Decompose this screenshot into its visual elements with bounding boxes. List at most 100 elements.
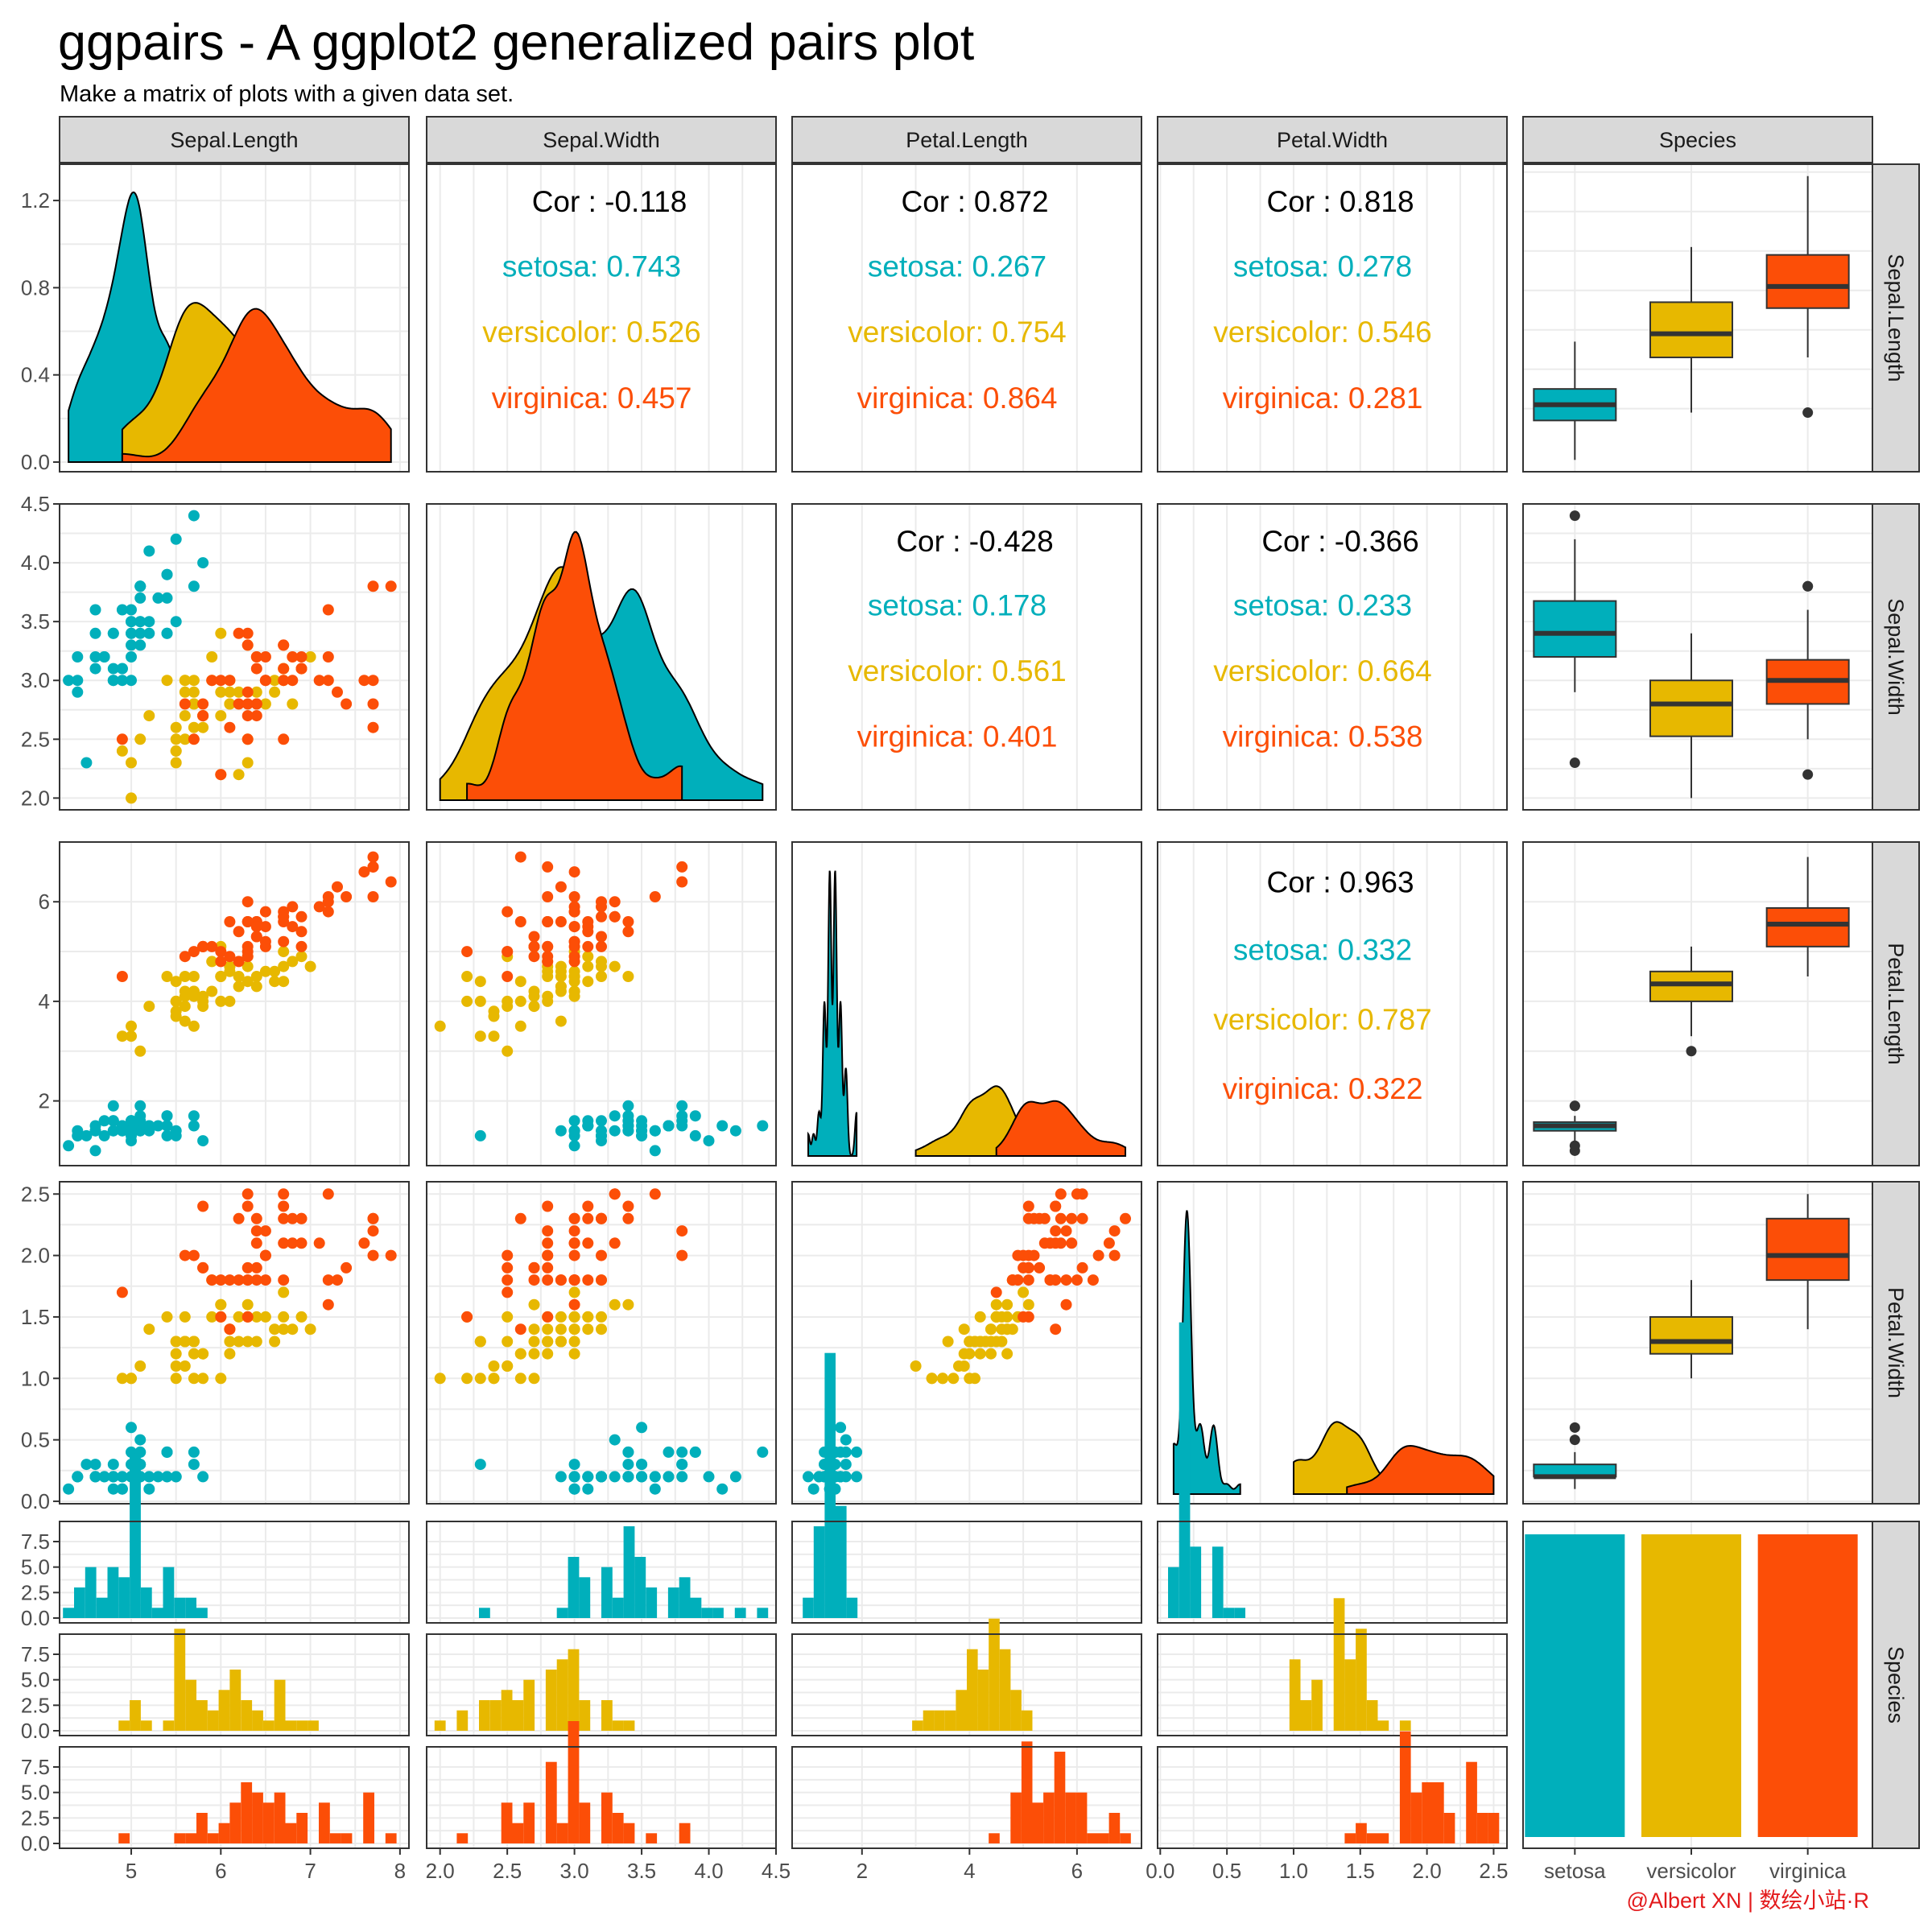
scatter-point [98,1115,110,1127]
hist-bar-versicolor [1021,1710,1033,1731]
panel-matrix: Sepal.Length Sepal.Width Petal.Length Petal… [21,116,1920,1883]
scatter-point [568,1237,580,1249]
scatter-point [215,1311,227,1323]
scatter-point [596,1212,607,1224]
hist-bar-versicolor [501,1690,513,1731]
scatter-point [322,1274,334,1286]
hist-bar-virginica [1476,1813,1488,1843]
scatter-point [215,686,227,698]
scatter-point [1038,1237,1051,1249]
scatter-point [188,990,200,1002]
scatter-point [322,896,334,908]
x-tick-label: 4.5 [762,1859,791,1883]
scatter-point [143,627,155,639]
scatter-point [242,639,254,651]
scatter-point [332,1274,343,1286]
scatter-point [250,710,262,722]
x-tick-label: 7 [304,1859,316,1883]
scatter-point [622,926,634,938]
scatter-point [107,627,119,639]
scatter-point [542,990,554,1002]
x-tick-label-species: virginica [1769,1859,1847,1883]
scatter-point [72,675,84,687]
hist-subpanel-background [1158,1634,1507,1736]
hist-bar-versicolor [568,1649,580,1731]
scatter-point [278,976,290,988]
scatter-point [622,1212,634,1224]
scatter-point [990,1311,1002,1323]
hist-bar-virginica [1043,1792,1055,1843]
scatter-point [703,1471,715,1483]
hist-bar-setosa [1179,1322,1191,1618]
scatter-point [89,1459,101,1471]
scatter-point [233,1335,245,1348]
scatter-point [259,921,271,933]
scatter-point [278,1188,290,1200]
scatter-point [514,976,526,988]
scatter-point [304,960,316,972]
scatter-point [116,745,128,757]
scatter-point [1022,1274,1034,1286]
panel-border [1157,1746,1508,1849]
hist-bar-setosa [556,1608,568,1618]
scatter-point [215,1274,227,1286]
scatter-point [1050,1323,1062,1335]
hist-bar-versicolor [1356,1629,1367,1731]
scatter-point [269,965,281,977]
x-tick-label: 4 [964,1859,975,1883]
correlation-setosa: setosa: 0.278 [1233,250,1412,283]
hist-bar-virginica [274,1792,286,1843]
scatter-point [937,1373,948,1385]
scatter-point [542,891,554,902]
scatter-point [179,1335,191,1348]
scatter-point [1076,1188,1088,1200]
scatter-point [636,1422,648,1434]
scatter-point [295,940,308,952]
scatter-point [622,1459,634,1471]
scatter-point [179,1001,191,1013]
overall-correlation: Cor : 0.872 [901,185,1048,218]
scatter-point [582,1212,594,1224]
scatter-point [514,851,526,863]
hist-bar-versicolor [489,1700,502,1731]
scatter-point [461,946,473,958]
density-area-setosa [807,870,858,1157]
correlation-virginica: virginica: 0.281 [1223,382,1423,415]
row-strip-label: Petal.Width [1884,1287,1908,1398]
scatter-point [233,686,245,698]
panel-background [1523,842,1872,1166]
hist-bar-setosa [824,1352,836,1618]
scatter-point [596,956,607,968]
scatter-point [542,1274,554,1286]
scatter-point [474,1129,486,1141]
scatter-point [278,1212,290,1224]
scatter-point [233,627,245,639]
hist-bar-versicolor [218,1690,230,1731]
scatter-point [1050,1225,1062,1237]
scatter-point [609,1471,621,1483]
scatter-point [134,616,147,628]
hist-bar-versicolor [1311,1679,1323,1731]
scatter-point [224,1323,236,1335]
hist-bar-setosa [712,1608,724,1618]
scatter-point [269,976,281,988]
scatter-point [206,651,218,663]
scatter-point [1006,1274,1018,1286]
scatter-point [224,951,236,963]
scatter-point [582,916,594,927]
panel-petal-width-vs-petal-width [1157,1181,1508,1505]
scatter-point [250,651,262,663]
scatter-point [161,1110,173,1122]
scatter-point [259,906,271,918]
x-tick-label: 1.0 [1279,1859,1308,1883]
scatter-point [568,1298,580,1311]
scatter-point [278,1286,290,1298]
panel-border [791,503,1142,811]
scatter-point [514,916,526,927]
y-tick-label: 0.0 [21,1606,50,1630]
scatter-point [161,971,173,982]
scatter-point [126,1030,137,1042]
hist-bar-virginica [1356,1823,1367,1843]
scatter-point [126,675,137,687]
boxplot-box-virginica [1765,906,1850,947]
